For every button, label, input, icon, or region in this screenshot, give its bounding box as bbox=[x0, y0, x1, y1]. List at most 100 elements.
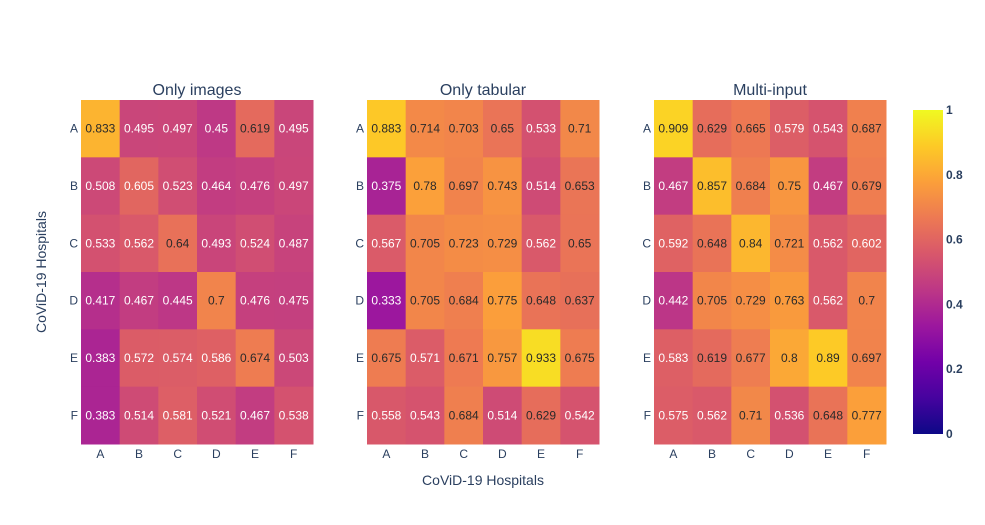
heatmap-cell bbox=[235, 100, 275, 158]
cell-value-label: 0.467 bbox=[240, 408, 270, 422]
cell-value-label: 0.508 bbox=[85, 179, 115, 193]
heatmap-cell bbox=[560, 100, 600, 158]
y-tick-label: F bbox=[357, 408, 364, 422]
heatmap-cell bbox=[81, 329, 121, 388]
cell-value-label: 0.7 bbox=[208, 294, 225, 308]
heatmap-cell bbox=[521, 329, 561, 388]
cell-value-label: 0.562 bbox=[526, 236, 556, 250]
cell-value-label: 0.562 bbox=[124, 236, 154, 250]
heatmap-cell bbox=[654, 386, 694, 445]
colorbar-gradient bbox=[913, 110, 943, 434]
heatmap-cell bbox=[197, 272, 237, 330]
y-tick-label: C bbox=[69, 236, 78, 250]
cell-value-label: 0.514 bbox=[124, 408, 154, 422]
heatmap-cell bbox=[81, 100, 121, 158]
x-tick-label: E bbox=[537, 447, 545, 461]
cell-value-label: 0.648 bbox=[813, 408, 843, 422]
heatmap-cell bbox=[274, 214, 314, 273]
heatmap-cell bbox=[560, 329, 600, 388]
heatmap-cell bbox=[444, 329, 484, 388]
cell-value-label: 0.775 bbox=[487, 294, 517, 308]
cell-value-label: 0.671 bbox=[449, 351, 479, 365]
cell-value-label: 0.493 bbox=[201, 236, 231, 250]
cell-value-label: 0.383 bbox=[85, 408, 115, 422]
heatmap-cell bbox=[808, 100, 848, 158]
cell-value-label: 0.605 bbox=[124, 179, 154, 193]
cell-value-label: 0.567 bbox=[371, 236, 401, 250]
heatmap-cell bbox=[197, 157, 237, 216]
heatmap-cell bbox=[654, 214, 694, 273]
cell-value-label: 0.648 bbox=[697, 236, 727, 250]
heatmap-cell bbox=[197, 386, 237, 445]
heatmap-cell bbox=[235, 272, 275, 330]
cell-value-label: 0.538 bbox=[279, 408, 309, 422]
x-tick-label: C bbox=[459, 447, 468, 461]
heatmap-cell bbox=[483, 157, 523, 216]
cell-value-label: 0.723 bbox=[449, 236, 479, 250]
heatmap-panel: Only images 0.833 0.495 0.497 0.45 0.619 0.495… bbox=[69, 82, 314, 461]
y-tick-label: E bbox=[356, 351, 364, 365]
cell-value-label: 0.65 bbox=[568, 236, 592, 250]
heatmap-cell bbox=[158, 329, 198, 388]
cell-value-label: 0.729 bbox=[487, 236, 517, 250]
cell-value-label: 0.648 bbox=[526, 294, 556, 308]
x-tick-label: A bbox=[669, 447, 677, 461]
cell-value-label: 0.757 bbox=[487, 351, 517, 365]
heatmap-cell bbox=[274, 386, 314, 445]
x-tick-label: F bbox=[290, 447, 297, 461]
heatmap-panel: Multi-input 0.909 0.629 0.665 0.579 0.543 0.68… bbox=[642, 82, 887, 461]
cell-value-label: 0.476 bbox=[240, 179, 270, 193]
cell-value-label: 0.579 bbox=[774, 122, 804, 136]
cell-value-label: 0.495 bbox=[279, 122, 309, 136]
cell-value-label: 0.883 bbox=[371, 122, 401, 136]
heatmap-cell bbox=[770, 157, 810, 216]
heatmap-cell bbox=[235, 157, 275, 216]
cell-value-label: 0.65 bbox=[491, 122, 515, 136]
y-tick-label: F bbox=[71, 408, 78, 422]
cell-value-label: 0.933 bbox=[526, 351, 556, 365]
heatmap-cell bbox=[444, 386, 484, 445]
cell-value-label: 0.78 bbox=[413, 179, 437, 193]
heatmap-cell bbox=[731, 214, 771, 273]
cell-value-label: 0.679 bbox=[852, 179, 882, 193]
panel-title: Only images bbox=[153, 82, 242, 99]
y-tick-label: C bbox=[642, 236, 651, 250]
y-tick-label: A bbox=[70, 122, 78, 136]
heatmap-cell bbox=[367, 329, 407, 388]
cell-value-label: 0.503 bbox=[279, 351, 309, 365]
cell-value-label: 0.705 bbox=[697, 294, 727, 308]
cell-value-label: 0.586 bbox=[201, 351, 231, 365]
y-tick-label: C bbox=[355, 236, 364, 250]
x-tick-label: C bbox=[173, 447, 182, 461]
panel-title: Only tabular bbox=[440, 82, 527, 99]
cell-value-label: 0.524 bbox=[240, 236, 270, 250]
heatmap-cell bbox=[274, 157, 314, 216]
cell-value-label: 0.533 bbox=[526, 122, 556, 136]
heatmap-cell bbox=[405, 100, 445, 158]
heatmap-cell bbox=[81, 214, 121, 273]
heatmap-cell bbox=[808, 272, 848, 330]
cell-value-label: 0.562 bbox=[697, 408, 727, 422]
cell-value-label: 0.575 bbox=[658, 408, 688, 422]
x-tick-label: D bbox=[498, 447, 507, 461]
heatmap-cell bbox=[808, 386, 848, 445]
heatmap-cell bbox=[444, 100, 484, 158]
heatmap-cell bbox=[808, 214, 848, 273]
heatmap-cell bbox=[847, 100, 887, 158]
x-tick-label: A bbox=[382, 447, 390, 461]
cell-value-label: 0.442 bbox=[658, 294, 688, 308]
cell-value-label: 0.619 bbox=[240, 122, 270, 136]
heatmap-cell bbox=[731, 157, 771, 216]
y-tick-label: A bbox=[356, 122, 364, 136]
heatmap-cell bbox=[405, 157, 445, 216]
cell-value-label: 0.514 bbox=[526, 179, 556, 193]
cell-value-label: 0.383 bbox=[85, 351, 115, 365]
cell-value-label: 0.543 bbox=[410, 408, 440, 422]
cell-value-label: 0.417 bbox=[85, 294, 115, 308]
heatmap-cell bbox=[405, 214, 445, 273]
cell-value-label: 0.684 bbox=[449, 294, 479, 308]
cell-value-label: 0.562 bbox=[813, 294, 843, 308]
colorbar-tick-label: 0.8 bbox=[946, 168, 963, 182]
colorbar-tick-label: 0.6 bbox=[946, 233, 963, 247]
heatmap-cell bbox=[444, 157, 484, 216]
